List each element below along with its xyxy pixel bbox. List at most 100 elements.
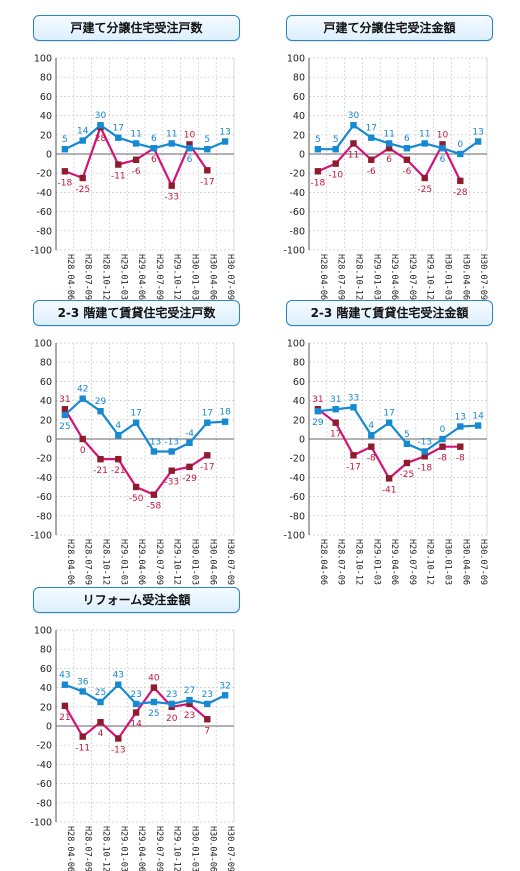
x-tick-label: H30.04-06	[207, 539, 217, 585]
series-a-point	[221, 138, 229, 145]
series-b-point	[204, 716, 211, 723]
series-a-value-label: -13	[417, 437, 432, 447]
series-a-value-label: 31	[330, 395, 341, 405]
series-a-value-label: 17	[113, 124, 124, 134]
series-b-value-label: 31	[59, 395, 70, 405]
y-tick-label: 60	[40, 664, 52, 675]
y-tick-label: 60	[293, 92, 305, 103]
series-b-point	[150, 491, 158, 498]
series-b-point	[79, 174, 86, 182]
x-tick-label: H29.07-09	[154, 826, 164, 871]
series-a-value-label: 17	[383, 409, 394, 419]
series-b-point	[115, 455, 122, 463]
series-a-value-label: 23	[130, 690, 141, 700]
x-tick-label: H28.04-06	[65, 254, 75, 300]
series-a-point	[150, 698, 158, 706]
x-tick-label: H30.07-09	[225, 254, 235, 300]
x-tick-label: H30.01-03	[190, 826, 200, 871]
series-a-point	[168, 448, 175, 455]
series-b-point	[421, 453, 428, 460]
series-a-point	[132, 419, 140, 426]
series-a-line	[64, 397, 226, 453]
series-a-value-label: 5	[204, 135, 210, 145]
series-a-value-label: 4	[115, 421, 121, 431]
x-tick-label: H30.04-06	[207, 826, 217, 871]
series-a-point	[150, 448, 158, 455]
series-b-point	[457, 177, 464, 185]
series-b-value-label: 4	[98, 729, 104, 739]
series-a-point	[61, 146, 69, 153]
x-tick-label: H30.07-09	[225, 826, 235, 871]
x-tick-label: H29.10-12	[172, 254, 182, 300]
series-b-point	[421, 174, 428, 182]
series-b-point	[115, 161, 122, 168]
series-b-point	[61, 406, 69, 413]
series-a-value-label: 25	[148, 709, 159, 719]
x-tick-label: H30.07-09	[478, 539, 488, 585]
x-tick-label: H28.07-09	[83, 539, 93, 585]
series-b-value-label: -28	[453, 188, 468, 198]
series-a-point	[168, 700, 175, 708]
series-b-value-label: -29	[182, 474, 197, 484]
x-tick-label: H28.04-06	[65, 826, 75, 871]
series-b-value-label: 31	[312, 395, 323, 405]
series-a-value-label: 4	[368, 421, 374, 431]
series-b-value-label: 40	[148, 674, 160, 684]
series-b-value-label: -11	[111, 172, 126, 182]
series-b-value-label: -8	[438, 454, 447, 464]
x-tick-label: H30.04-06	[460, 254, 470, 300]
series-b-value-label: 6	[151, 155, 157, 165]
y-tick-label: 100	[287, 339, 305, 350]
series-a-point	[314, 407, 322, 415]
series-a-value-label: 30	[348, 111, 360, 121]
series-a-value-label: 33	[348, 393, 359, 403]
x-tick-label: H28.10-12	[354, 254, 364, 300]
x-tick-label: H28.07-09	[336, 539, 346, 585]
series-b-point	[385, 475, 393, 482]
series-b-value-label: -21	[111, 466, 126, 476]
series-a-point	[150, 145, 158, 152]
chart-title-rental-amount: 2-3 階建て賃貸住宅受注金額	[286, 300, 493, 326]
chart-title-reform-amount: リフォーム受注金額	[33, 587, 240, 613]
series-a-value-label: 11	[166, 129, 177, 139]
series-a-value-label: 25	[95, 688, 106, 698]
y-tick-label: -80	[36, 511, 52, 522]
series-a-point	[385, 140, 393, 147]
series-b-value-label: -25	[75, 185, 90, 195]
series-a-value-label: 11	[130, 129, 141, 139]
y-tick-label: 20	[293, 130, 305, 141]
y-tick-label: -60	[36, 492, 52, 503]
series-a-point	[61, 681, 69, 688]
series-b-value-label: -17	[200, 462, 215, 472]
series-b-point	[97, 455, 104, 463]
series-b-value-label: 14	[130, 720, 142, 730]
series-b-value-label: 17	[330, 430, 341, 440]
series-a-value-label: 17	[130, 409, 141, 419]
y-tick-label: -40	[289, 473, 305, 484]
x-tick-label: H29.01-03	[371, 254, 381, 300]
x-tick-label: H28.04-06	[65, 539, 75, 585]
series-b-point	[168, 182, 175, 189]
chart-title-detached-sales-amount: 戸建て分譲住宅受注金額	[286, 15, 493, 41]
series-b-point	[168, 467, 175, 474]
series-b-point	[61, 702, 69, 710]
x-tick-label: H29.10-12	[172, 539, 182, 585]
series-a-point	[168, 140, 175, 147]
series-a-value-label: 43	[113, 671, 124, 681]
series-b-point	[350, 452, 357, 459]
series-a-point	[385, 419, 393, 426]
x-tick-label: H28.07-09	[83, 254, 93, 300]
series-a-point	[79, 688, 86, 695]
y-tick-label: 40	[293, 396, 305, 407]
chart-title-rental-units: 2-3 階建て賃貸住宅受注戸数	[33, 300, 240, 326]
series-b-value-label: -33	[164, 193, 179, 203]
x-tick-label: H29.04-06	[136, 539, 146, 585]
series-b-value-label: -13	[111, 745, 126, 755]
y-tick-label: -40	[36, 188, 52, 199]
x-tick-label: H29.10-12	[425, 254, 435, 300]
series-a-value-label: 14	[77, 127, 89, 137]
x-tick-label: H29.10-12	[425, 539, 435, 585]
series-a-value-label: 30	[95, 111, 107, 121]
series-b-value-label: 6	[386, 155, 392, 165]
series-a-point	[221, 418, 229, 425]
